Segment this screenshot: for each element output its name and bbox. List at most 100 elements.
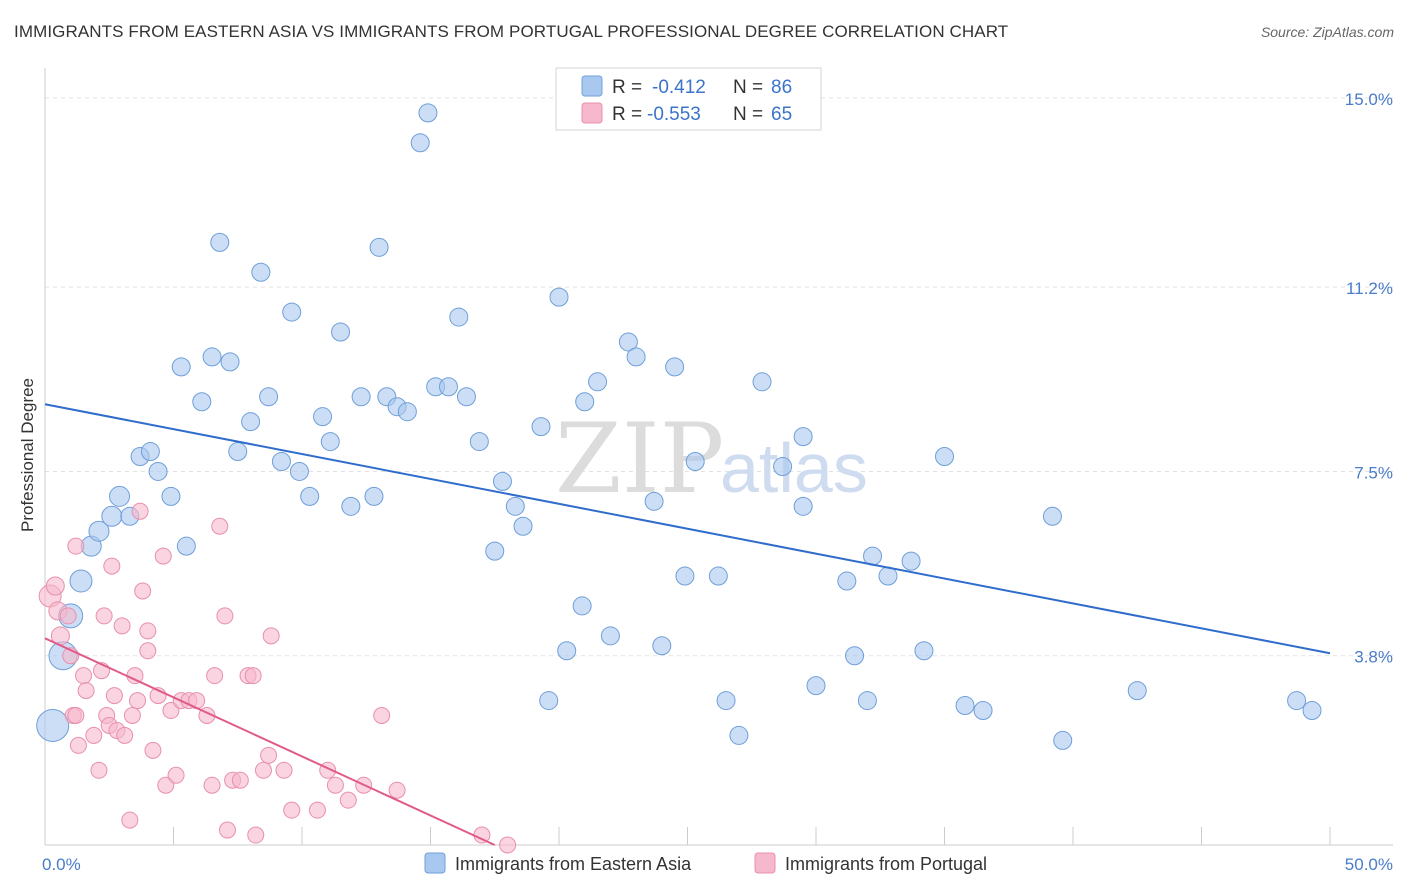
portugal-point-49 [244, 667, 262, 685]
eastern-asia-point-22 [259, 387, 279, 407]
portugal-point-55 [283, 801, 301, 819]
eastern-asia-point-48 [531, 417, 551, 437]
portugal-point-41 [203, 776, 221, 794]
eastern-asia-point-12 [161, 486, 181, 506]
eastern-asia-point-13 [171, 357, 191, 377]
eastern-asia-point-80 [973, 701, 993, 721]
eastern-asia-point-81 [1042, 506, 1062, 526]
eastern-asia-point-58 [644, 491, 664, 511]
portugal-point-61 [373, 707, 391, 725]
bottom-legend-label-portugal: Immigrants from Portugal [785, 854, 987, 874]
legend-r-label: R = [612, 77, 642, 98]
portugal-point-44 [216, 607, 234, 625]
eastern-asia-point-46 [505, 496, 525, 516]
portugal-point-58 [326, 776, 344, 794]
portugal-point-33 [154, 547, 172, 565]
eastern-asia-point-14 [176, 536, 196, 556]
portugal-point-62 [388, 781, 406, 799]
legend: R = -0.412 N = 86 R = -0.553 N = 65 [555, 67, 822, 131]
legend-n-value: 86 [771, 77, 792, 98]
eastern-asia-point-67 [773, 456, 793, 476]
eastern-asia-point-45 [492, 471, 512, 491]
y-axis-label: Professional Degree [18, 378, 37, 532]
portugal-point-10 [75, 667, 93, 685]
eastern-asia-point-85 [1302, 701, 1322, 721]
portugal-point-13 [90, 761, 108, 779]
bottom-legend-swatch-portugal [754, 852, 776, 874]
eastern-asia-point-59 [652, 636, 672, 656]
portugal-point-12 [85, 726, 103, 744]
eastern-asia-point-18 [220, 352, 240, 372]
portugal-point-22 [116, 726, 134, 744]
portugal-point-42 [206, 667, 224, 685]
eastern-asia-point-44 [485, 541, 505, 561]
eastern-asia-point-23 [271, 452, 291, 471]
eastern-asia-point-82 [1053, 730, 1073, 750]
eastern-asia-point-79 [955, 696, 975, 716]
eastern-asia-point-38 [418, 103, 438, 123]
portugal-point-4 [59, 607, 77, 625]
eastern-asia-point-28 [320, 432, 340, 452]
bottom-legend-swatch-eastern-asia [424, 852, 446, 874]
data-points [36, 103, 1322, 854]
eastern-asia-point-10 [140, 442, 160, 462]
portugal-point-56 [308, 801, 326, 819]
portugal-point-21 [113, 617, 131, 635]
portugal-point-9 [69, 736, 87, 754]
eastern-asia-point-60 [665, 357, 685, 377]
eastern-asia-point-73 [857, 691, 877, 711]
eastern-asia-point-37 [410, 133, 430, 153]
portugal-point-7 [67, 707, 85, 725]
eastern-asia-point-36 [397, 402, 417, 422]
eastern-asia-point-84 [1287, 691, 1307, 711]
legend-swatch-portugal [581, 102, 603, 124]
legend-r-label: R = [612, 104, 642, 125]
eastern-asia-point-77 [914, 641, 934, 661]
eastern-asia-point-66 [752, 372, 772, 392]
eastern-asia-point-33 [369, 237, 389, 257]
eastern-asia-point-70 [806, 676, 826, 696]
eastern-asia-point-32 [364, 486, 384, 506]
eastern-asia-point-0 [36, 708, 70, 742]
trend-lines [44, 403, 1331, 846]
eastern-asia-point-61 [675, 566, 695, 586]
portugal-trend-line [44, 637, 496, 846]
portugal-point-28 [134, 582, 152, 600]
eastern-asia-point-3 [69, 569, 93, 593]
eastern-asia-point-41 [449, 307, 469, 327]
legend-n-label: N = [733, 77, 763, 98]
portugal-point-23 [121, 811, 139, 829]
legend-swatch-eastern-asia [581, 75, 603, 97]
bottom-legend: Immigrants from Eastern Asia Immigrants … [424, 852, 987, 874]
eastern-asia-point-21 [251, 262, 271, 282]
portugal-point-51 [254, 761, 272, 779]
portugal-point-30 [139, 642, 157, 660]
eastern-asia-point-78 [935, 447, 954, 467]
eastern-asia-point-17 [210, 232, 230, 252]
eastern-asia-point-40 [438, 377, 458, 397]
eastern-asia-point-42 [456, 387, 476, 407]
eastern-asia-point-20 [241, 412, 261, 432]
eastern-asia-point-30 [341, 496, 361, 516]
legend-r-value: -0.553 [647, 104, 701, 125]
portugal-point-53 [262, 627, 280, 645]
eastern-asia-point-27 [313, 407, 333, 427]
portugal-point-11 [77, 682, 95, 700]
portugal-point-8 [67, 537, 85, 555]
portugal-point-35 [162, 702, 180, 720]
x-tick-label-0: 0.0% [42, 855, 81, 874]
portugal-point-59 [339, 791, 357, 809]
eastern-asia-point-56 [618, 332, 638, 352]
portugal-point-47 [231, 771, 249, 789]
eastern-asia-point-31 [351, 387, 371, 407]
portugal-point-34 [157, 776, 175, 794]
portugal-point-18 [103, 557, 121, 575]
eastern-asia-point-24 [282, 302, 302, 322]
eastern-asia-point-11 [148, 461, 168, 481]
y-tick-label-1: 7.5% [1354, 463, 1393, 482]
portugal-point-64 [499, 836, 517, 854]
portugal-point-24 [123, 707, 141, 725]
eastern-asia-point-50 [549, 287, 569, 307]
eastern-asia-point-29 [331, 322, 351, 342]
